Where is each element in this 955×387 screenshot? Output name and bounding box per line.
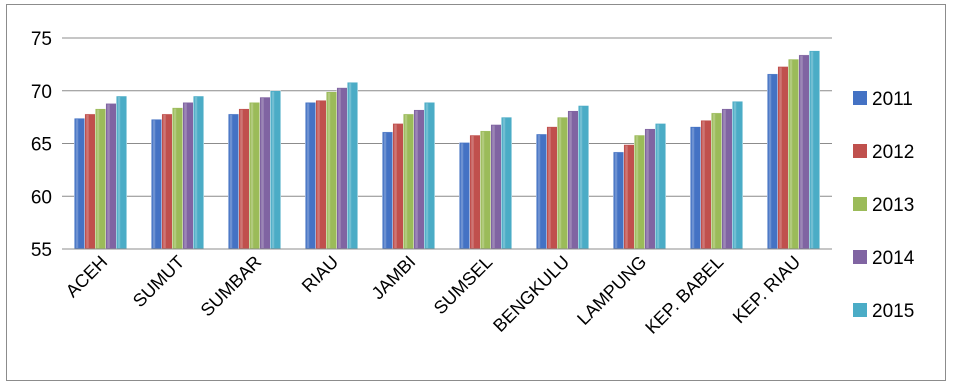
legend-label: 2011	[872, 89, 913, 110]
bar-highlight	[702, 121, 705, 248]
y-axis-ticks: 55 60 65 70 75	[31, 29, 52, 261]
bar-highlight	[306, 103, 310, 248]
bar-highlight	[75, 119, 79, 249]
bar-highlight	[492, 125, 495, 248]
bar-highlight	[481, 131, 485, 248]
bar-highlight	[614, 152, 618, 248]
legend-item: 2014	[853, 248, 915, 269]
bar-highlight	[810, 51, 814, 248]
y-tick-label: 70	[31, 82, 52, 103]
bar-highlight	[261, 98, 264, 248]
bar-highlight	[425, 103, 429, 248]
legend: 2011 2012 2013 2014 2015	[853, 89, 915, 322]
bar-chart: 55 60 65 70 75 ACEH SUMUT SUMBAR RIAU JAMBI SUMSE…	[31, 29, 915, 338]
bar-highlight	[194, 97, 198, 249]
bar-highlight	[548, 127, 551, 248]
bar-highlight	[404, 114, 408, 249]
legend-item: 2011	[853, 89, 913, 110]
bar-highlight	[271, 91, 275, 248]
bar-highlight	[383, 132, 387, 248]
legend-swatch	[853, 303, 867, 317]
bar-highlight	[471, 136, 474, 248]
bar-highlight	[250, 103, 254, 248]
x-category-label: RIAU	[298, 252, 343, 297]
y-tick-label: 65	[31, 135, 52, 156]
y-tick-label: 55	[31, 240, 52, 261]
legend-swatch	[853, 144, 867, 158]
x-category-label: KEP. BABEL	[641, 252, 727, 338]
bar-highlight	[712, 113, 716, 248]
x-category-label: ACEH	[62, 252, 112, 302]
bar-highlight	[537, 135, 541, 248]
bar-highlight	[348, 83, 352, 248]
x-category-label: BENGKULU	[489, 252, 573, 336]
bar-highlight	[229, 114, 233, 249]
x-category-label: KEP. RIAU	[729, 252, 804, 327]
x-category-label: SUMBAR	[197, 252, 266, 321]
bar-highlight	[152, 120, 156, 248]
legend-item: 2013	[853, 195, 914, 216]
bar-highlight	[569, 111, 572, 248]
bar-highlight	[394, 124, 397, 248]
y-tick-label: 60	[31, 187, 52, 208]
chart-frame: 55 60 65 70 75 ACEH SUMUT SUMBAR RIAU JAMBI SUMSE…	[6, 4, 946, 381]
bar-highlight	[96, 109, 100, 248]
bar-highlight	[240, 109, 243, 248]
legend-swatch	[853, 91, 867, 105]
bar-highlight	[415, 110, 418, 249]
bar-highlight	[723, 109, 726, 248]
bar-highlight	[579, 106, 583, 249]
bar-highlight	[646, 129, 649, 248]
x-category-label: LAMPUNG	[573, 252, 650, 329]
bar-highlight	[184, 103, 187, 248]
bar-highlight	[460, 143, 464, 248]
bar-highlight	[635, 136, 639, 248]
bar-highlight	[779, 67, 782, 248]
bar-highlight	[327, 92, 331, 249]
bar-highlight	[733, 102, 737, 248]
x-category-label: SUMSEL	[430, 252, 496, 318]
bar-highlight	[800, 55, 803, 248]
legend-item: 2015	[853, 301, 914, 322]
legend-label: 2012	[872, 142, 914, 163]
legend-label: 2013	[872, 195, 914, 216]
bar-highlight	[117, 97, 121, 249]
bar-highlight	[163, 114, 166, 249]
bar-highlight	[625, 145, 628, 248]
legend-swatch	[853, 197, 867, 211]
legend-item: 2012	[853, 142, 914, 163]
y-tick-label: 75	[31, 29, 52, 50]
bars	[74, 50, 820, 250]
bar-highlight	[691, 127, 695, 248]
bar-highlight	[173, 108, 177, 248]
bar-highlight	[502, 118, 506, 248]
bar-highlight	[768, 74, 772, 249]
legend-label: 2015	[872, 301, 914, 322]
bar-highlight	[789, 60, 793, 248]
bar-highlight	[338, 88, 341, 249]
legend-label: 2014	[872, 248, 915, 269]
bar-highlight	[317, 101, 320, 249]
bar-highlight	[107, 104, 110, 248]
bar-highlight	[656, 124, 660, 248]
legend-swatch	[853, 250, 867, 264]
bar-highlight	[86, 114, 89, 249]
x-category-label: JAMBI	[368, 252, 420, 304]
x-category-label: SUMUT	[129, 252, 188, 311]
bar-highlight	[558, 118, 562, 248]
